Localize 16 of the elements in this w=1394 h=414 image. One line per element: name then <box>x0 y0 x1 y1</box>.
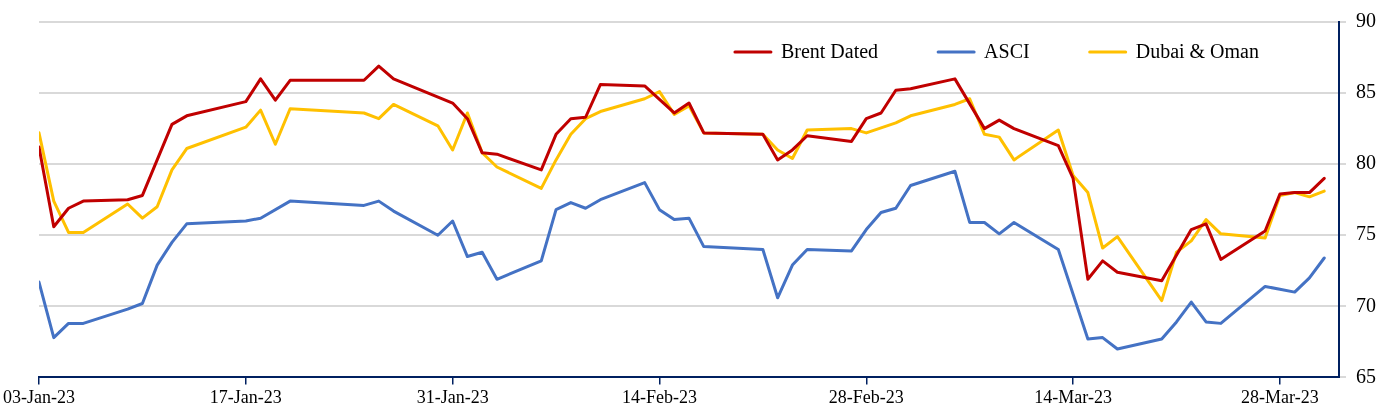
x-tick-label: 14-Feb-23 <box>621 386 697 407</box>
legend-label: ASCI <box>984 40 1030 63</box>
legend-label: Dubai & Oman <box>1135 40 1259 63</box>
y-tick-label: 75 <box>1356 222 1376 245</box>
y-tick-label: 85 <box>1356 80 1376 103</box>
x-tick-label: 28-Mar-23 <box>1241 386 1319 407</box>
x-tick-label: 14-Mar-23 <box>1034 386 1112 407</box>
x-tick-label: 03-Jan-23 <box>3 386 75 407</box>
x-tick-label: 17-Jan-23 <box>209 386 282 407</box>
x-tick-label: 28-Feb-23 <box>828 386 904 407</box>
y-tick-label: 70 <box>1356 293 1376 316</box>
legend-label: Brent Dated <box>780 40 879 63</box>
y-tick-label: 90 <box>1356 9 1376 32</box>
y-tick-label: 80 <box>1356 151 1376 174</box>
y-tick-label: 65 <box>1356 364 1376 387</box>
x-tick-label: 31-Jan-23 <box>416 386 489 407</box>
